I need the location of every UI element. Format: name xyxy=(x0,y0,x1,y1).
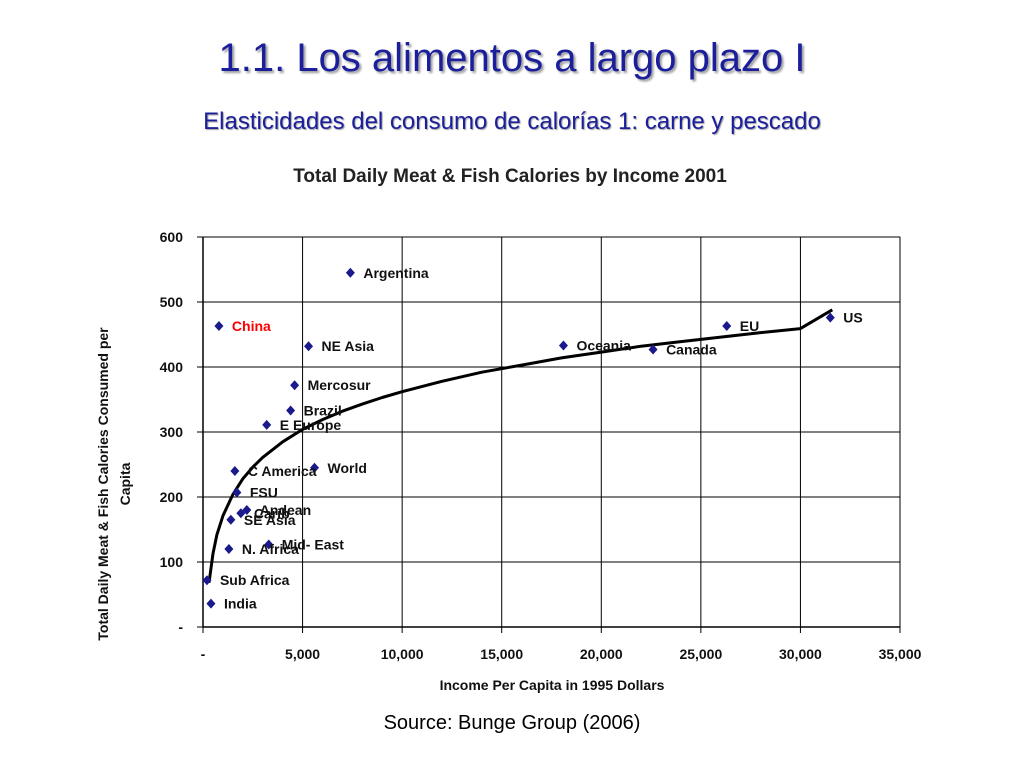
y-tick-label: 300 xyxy=(160,424,184,440)
point-label-argentina: Argentina xyxy=(363,265,429,281)
x-tick-label: 20,000 xyxy=(580,646,623,662)
point-label-se-asia: SE Asia xyxy=(244,512,296,528)
point-marker-sub-africa xyxy=(202,575,212,586)
y-tick-label: 200 xyxy=(160,489,184,505)
point-marker-brazil xyxy=(286,405,296,416)
point-marker-mid-east xyxy=(264,539,274,550)
grid xyxy=(202,236,901,628)
point-label-world: World xyxy=(328,460,367,476)
point-label-us: US xyxy=(843,310,862,326)
point-marker-mercosur xyxy=(290,380,300,391)
point-label-andean: Andean xyxy=(260,502,311,518)
point-label-sub-africa: Sub Africa xyxy=(220,572,290,588)
point-label-n-africa: N. Africa xyxy=(242,541,299,557)
point-label-ne-asia: NE Asia xyxy=(322,338,375,354)
axes: - 100 200 300 400 500 600 - 5,000 10,000 15,000 20,… xyxy=(160,229,922,662)
x-tick-label: 15,000 xyxy=(480,646,523,662)
point-label-china: China xyxy=(232,318,271,334)
y-tick-label: 100 xyxy=(160,554,184,570)
y-axis-label-line-1: Total Daily Meat & Fish Calories Consume… xyxy=(95,327,111,641)
point-marker-india xyxy=(206,598,216,609)
point-marker-carib xyxy=(236,508,246,519)
y-tick-label: 400 xyxy=(160,359,184,375)
point-label-carib: Carib xyxy=(254,505,290,521)
chart-title: Total Daily Meat & Fish Calories by Inco… xyxy=(293,166,727,187)
x-tick-label: 35,000 xyxy=(879,646,922,662)
point-marker-us xyxy=(825,312,835,323)
point-marker-c-america xyxy=(230,466,240,476)
point-marker-oceania xyxy=(558,340,568,351)
x-tick-label: 10,000 xyxy=(381,646,424,662)
point-marker-e-europe xyxy=(262,419,272,430)
point-marker-china xyxy=(214,321,224,332)
point-label-oceania: Oceania xyxy=(576,338,631,354)
chart-container: Total Daily Meat & Fish Calories by Inco… xyxy=(0,150,1024,710)
point-marker-world xyxy=(310,462,320,473)
point-marker-fsu xyxy=(232,487,242,498)
point-label-mercosur: Mercosur xyxy=(308,377,372,393)
source-note: Source: Bunge Group (2006) xyxy=(383,712,641,734)
y-axis-label-line-2: Capita xyxy=(117,462,133,505)
point-label-fsu: FSU xyxy=(250,484,278,500)
x-tick-label: - xyxy=(201,646,206,662)
x-tick-label: 25,000 xyxy=(679,646,722,662)
point-marker-eu xyxy=(722,321,732,332)
y-axis-label: Total Daily Meat & Fish Calories Consume… xyxy=(95,327,133,641)
point-marker-argentina xyxy=(345,267,355,278)
point-label-c-america: C America xyxy=(248,463,317,479)
x-tick-label: 5,000 xyxy=(285,646,320,662)
x-tick-label: 30,000 xyxy=(779,646,822,662)
point-marker-se-asia xyxy=(226,514,236,525)
point-label-mid-east: Mid- East xyxy=(282,536,345,552)
data-points: Argentina China NE Asia Oceania Canada EU US Me… xyxy=(202,265,863,612)
point-label-brazil: Brazil xyxy=(304,403,342,419)
point-label-e-europe: E Europe xyxy=(280,417,342,433)
y-tick-label: 600 xyxy=(160,229,184,245)
point-marker-n-africa xyxy=(224,544,234,554)
y-tick-label: - xyxy=(178,619,183,635)
point-label-canada: Canada xyxy=(666,341,717,357)
y-tick-label: 500 xyxy=(160,294,184,310)
slide-title: 1.1. Los alimentos a largo plazo I xyxy=(218,36,806,80)
point-label-eu: EU xyxy=(740,318,759,334)
point-marker-ne-asia xyxy=(304,341,314,352)
point-label-india: India xyxy=(224,596,257,612)
scatter-chart: Total Daily Meat & Fish Calories by Inco… xyxy=(95,166,922,693)
x-axis-label: Income Per Capita in 1995 Dollars xyxy=(440,677,665,693)
slide-subtitle: Elasticidades del consumo de calorías 1:… xyxy=(203,108,821,135)
point-marker-canada xyxy=(648,344,658,355)
